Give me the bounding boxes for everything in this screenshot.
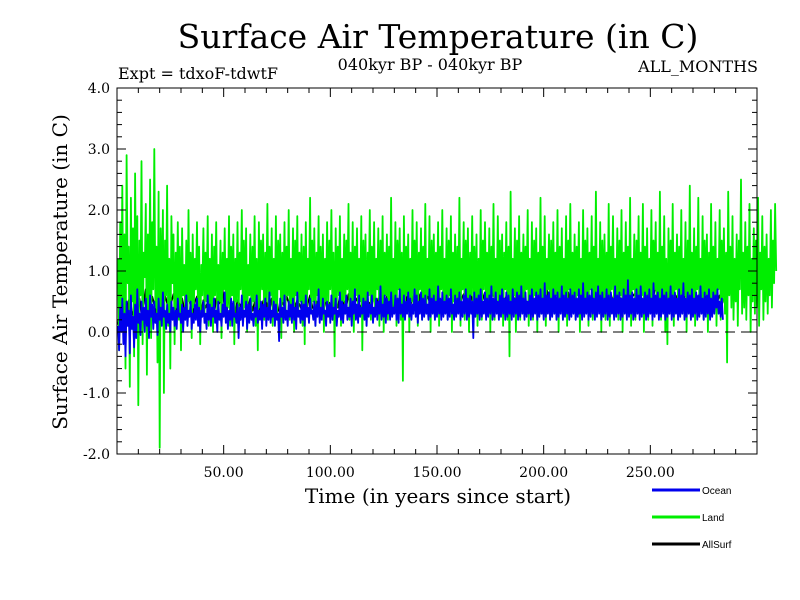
legend-label-ocean: Ocean <box>702 486 731 497</box>
legend-label-land: Land <box>702 513 724 524</box>
legend: Ocean Land AllSurf <box>652 486 732 551</box>
tick-labels: 50.00 100.00 150.00 200.00 250.00 -2.0 -1.0 0.0… <box>83 81 675 481</box>
plot-frame <box>116 87 758 455</box>
y-tick-label: 3.0 <box>88 142 110 158</box>
x-tick-label: 100.00 <box>306 465 355 481</box>
plot-area <box>116 87 778 455</box>
x-tick-label: 150.00 <box>413 465 462 481</box>
x-tick-label: 250.00 <box>626 465 675 481</box>
y-tick-label: -1.0 <box>83 386 110 402</box>
y-tick-label: 4.0 <box>88 81 110 97</box>
y-tick-label: 0.0 <box>88 325 110 341</box>
x-tick-label: 50.00 <box>204 465 244 481</box>
y-axis-label: Surface Air Temperature (in C) <box>48 114 72 430</box>
y-tick-label: -2.0 <box>83 447 110 463</box>
x-axis-label: Time (in years since start) <box>305 484 571 508</box>
axis-ticks <box>117 87 757 455</box>
chart-title: Surface Air Temperature (in C) <box>178 17 699 56</box>
y-tick-label: 1.0 <box>88 264 110 280</box>
chart-subtitle-center: 040kyr BP - 040kyr BP <box>338 55 523 74</box>
series-line-land <box>117 148 778 449</box>
chart-subtitle-right: ALL_MONTHS <box>637 57 758 76</box>
x-tick-label: 200.00 <box>519 465 568 481</box>
series-line-ocean <box>117 279 724 358</box>
legend-label-allsurf: AllSurf <box>702 540 732 551</box>
chart-subtitle-left: Expt = tdxoF-tdwtF <box>118 64 278 83</box>
y-tick-label: 2.0 <box>88 203 110 219</box>
series-group <box>117 148 778 449</box>
